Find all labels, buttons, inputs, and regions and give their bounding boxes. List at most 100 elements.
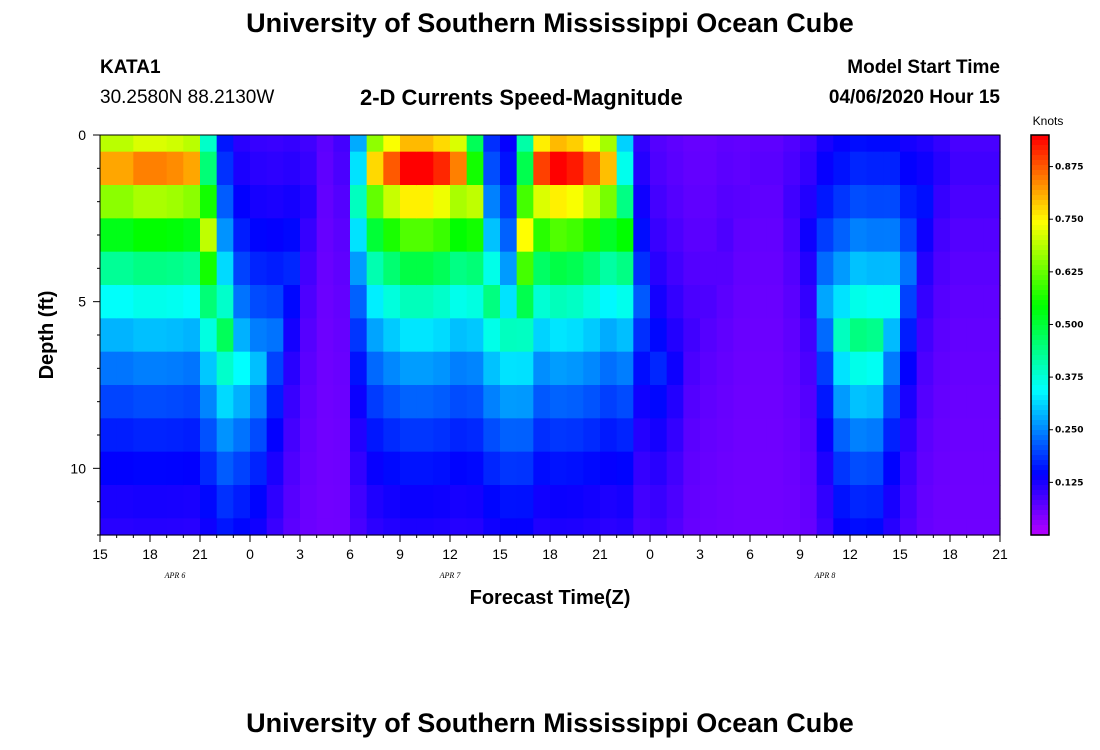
heatmap-cell bbox=[383, 135, 401, 153]
heatmap-cell bbox=[866, 385, 884, 419]
heatmap-cell bbox=[600, 218, 618, 253]
heatmap-cell bbox=[150, 135, 168, 153]
heatmap-cell bbox=[833, 485, 851, 519]
heatmap-cell bbox=[150, 351, 168, 386]
heatmap-cell bbox=[566, 151, 584, 186]
heatmap-cell bbox=[850, 451, 868, 486]
heatmap-cell bbox=[266, 135, 284, 153]
heatmap-cell bbox=[933, 518, 951, 536]
x-tick-label: 0 bbox=[246, 546, 254, 562]
heatmap-cell bbox=[216, 385, 234, 419]
heatmap-cell bbox=[500, 218, 518, 253]
heatmap-cell bbox=[350, 385, 368, 419]
heatmap-cell bbox=[133, 218, 151, 253]
heatmap-cell bbox=[116, 251, 134, 286]
heatmap-cell bbox=[233, 151, 251, 186]
heatmap-cell bbox=[166, 151, 184, 186]
colorbar-segment bbox=[1031, 345, 1049, 351]
heatmap-cell bbox=[616, 351, 634, 386]
heatmap-cell bbox=[850, 135, 868, 153]
heatmap-cell bbox=[700, 518, 718, 536]
heatmap-cell bbox=[433, 351, 451, 386]
colorbar-segment bbox=[1031, 480, 1049, 486]
heatmap-cell bbox=[483, 151, 501, 186]
colorbar-tick-label: 0.875 bbox=[1055, 163, 1083, 173]
heatmap-cell bbox=[216, 451, 234, 486]
heatmap-cell bbox=[650, 485, 668, 519]
heatmap-cell bbox=[316, 351, 334, 386]
heatmap-cell bbox=[383, 285, 401, 319]
heatmap-cell bbox=[300, 285, 318, 319]
heatmap-cell bbox=[950, 135, 968, 153]
heatmap-cell bbox=[166, 285, 184, 319]
heatmap-cell bbox=[116, 318, 134, 353]
heatmap-cell bbox=[566, 318, 584, 353]
heatmap-cell bbox=[550, 518, 568, 536]
heatmap-cell bbox=[350, 218, 368, 253]
heatmap-cell bbox=[483, 318, 501, 353]
heatmap-cell bbox=[216, 135, 234, 153]
heatmap-cell bbox=[900, 418, 918, 453]
heatmap-cell bbox=[383, 218, 401, 253]
heatmap-cell bbox=[566, 385, 584, 419]
heatmap-cell bbox=[183, 418, 201, 453]
heatmap-cell bbox=[466, 285, 484, 319]
heatmap-cell bbox=[333, 385, 351, 419]
heatmap-cell bbox=[766, 218, 784, 253]
heatmap-cell bbox=[116, 485, 134, 519]
colorbar-segment bbox=[1031, 465, 1049, 471]
heatmap-cell bbox=[366, 135, 384, 153]
heatmap-cell bbox=[616, 218, 634, 253]
colorbar-segment bbox=[1031, 370, 1049, 376]
heatmap-cell bbox=[966, 285, 984, 319]
heatmap-cell bbox=[800, 151, 818, 186]
heatmap-cell bbox=[216, 351, 234, 386]
heatmap-cell bbox=[216, 318, 234, 353]
heatmap-cell bbox=[816, 135, 834, 153]
heatmap-cell bbox=[616, 518, 634, 536]
heatmap-cell bbox=[866, 418, 884, 453]
heatmap-cell bbox=[333, 318, 351, 353]
heatmap-cell bbox=[750, 318, 768, 353]
heatmap-cell bbox=[816, 485, 834, 519]
heatmap-cell bbox=[800, 251, 818, 286]
heatmap-cell bbox=[733, 151, 751, 186]
heatmap-cell bbox=[683, 251, 701, 286]
heatmap-cell bbox=[550, 318, 568, 353]
heatmap-cell bbox=[200, 318, 218, 353]
heatmap-cell bbox=[300, 318, 318, 353]
heatmap-cell bbox=[516, 218, 534, 253]
heatmap-cell bbox=[850, 251, 868, 286]
heatmap-cell bbox=[733, 285, 751, 319]
heatmap-cell bbox=[533, 518, 551, 536]
heatmap-cell bbox=[366, 451, 384, 486]
heatmap-cell bbox=[633, 218, 651, 253]
heatmap-cell bbox=[900, 385, 918, 419]
heatmap-cell bbox=[966, 418, 984, 453]
heatmap-cell bbox=[816, 351, 834, 386]
heatmap-cell bbox=[583, 418, 601, 453]
heatmap-cell bbox=[283, 485, 301, 519]
heatmap-cell bbox=[483, 418, 501, 453]
heatmap-cell bbox=[116, 135, 134, 153]
heatmap-cell bbox=[166, 418, 184, 453]
heatmap-cell bbox=[366, 418, 384, 453]
heatmap-cell bbox=[633, 185, 651, 219]
heatmap-cell bbox=[850, 351, 868, 386]
heatmap-cell bbox=[516, 135, 534, 153]
heatmap-cell bbox=[650, 151, 668, 186]
x-tick-label: 3 bbox=[296, 546, 304, 562]
heatmap-cell bbox=[516, 418, 534, 453]
heatmap-cell bbox=[383, 485, 401, 519]
heatmap-cell bbox=[316, 185, 334, 219]
heatmap-cell bbox=[616, 485, 634, 519]
heatmap-cell bbox=[533, 151, 551, 186]
heatmap-cell bbox=[600, 485, 618, 519]
heatmap-cell bbox=[683, 451, 701, 486]
heatmap-cell bbox=[716, 151, 734, 186]
heatmap-cell bbox=[200, 218, 218, 253]
heatmap-cell bbox=[350, 185, 368, 219]
heatmap-cell bbox=[183, 135, 201, 153]
heatmap-cell bbox=[166, 251, 184, 286]
heatmap-cell bbox=[316, 135, 334, 153]
